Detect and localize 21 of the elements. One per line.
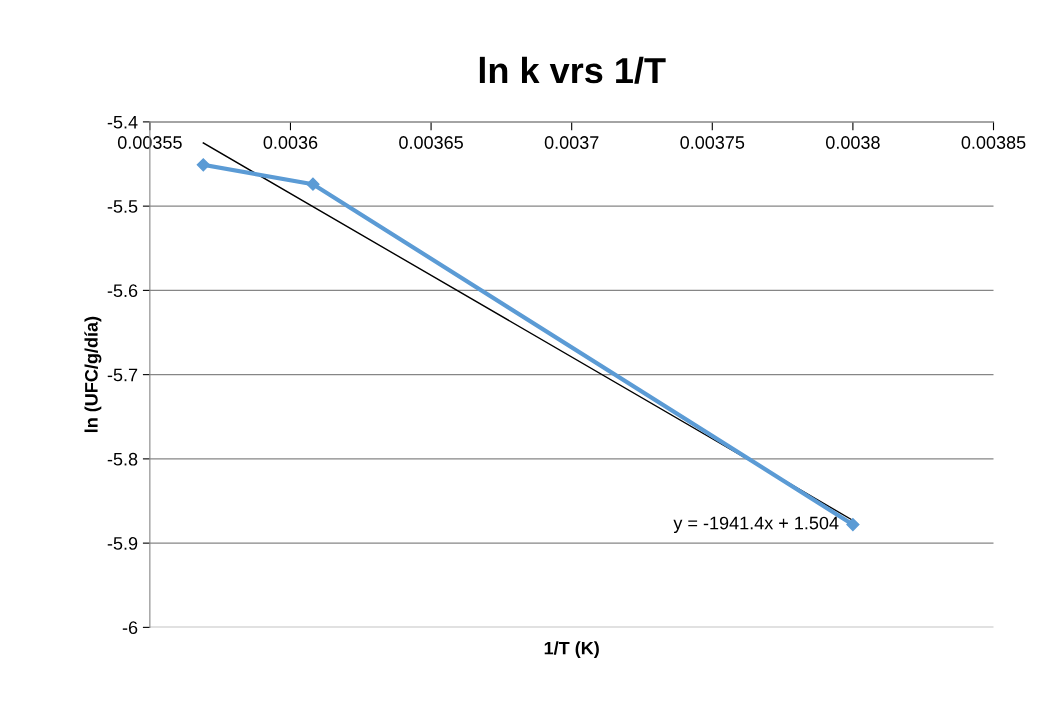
y-tick-label: -5.5 — [107, 200, 138, 213]
y-tick-label: -5.7 — [107, 368, 138, 382]
y-axis-title: ln (UFC/g/día) — [84, 316, 102, 433]
x-tick-label: 0.0038 — [825, 136, 880, 149]
x-tick-label: 0.0037 — [544, 136, 599, 149]
x-tick-label: 0.00365 — [399, 136, 463, 149]
y-tick-label: -5.4 — [107, 116, 138, 129]
x-axis-title: 1/T (K) — [544, 641, 599, 659]
y-tick-label: -6 — [122, 621, 138, 635]
point — [846, 518, 860, 532]
y-tick-label: -5.6 — [107, 284, 138, 298]
point — [306, 177, 320, 191]
point — [196, 158, 210, 172]
x-tick-label: 0.00375 — [680, 136, 745, 149]
annotation: y = -1941.4x + 1.504 — [673, 516, 839, 534]
x-tick-label: 0.00385 — [961, 136, 1026, 149]
y-tick-label: -5.9 — [107, 537, 138, 550]
y-tick-label: -5.8 — [107, 452, 138, 466]
x-tick-label: 0.00355 — [117, 136, 182, 149]
x-tick-label: 0.0036 — [263, 136, 318, 149]
chart-title: ln k vrs 1/T — [479, 56, 666, 84]
